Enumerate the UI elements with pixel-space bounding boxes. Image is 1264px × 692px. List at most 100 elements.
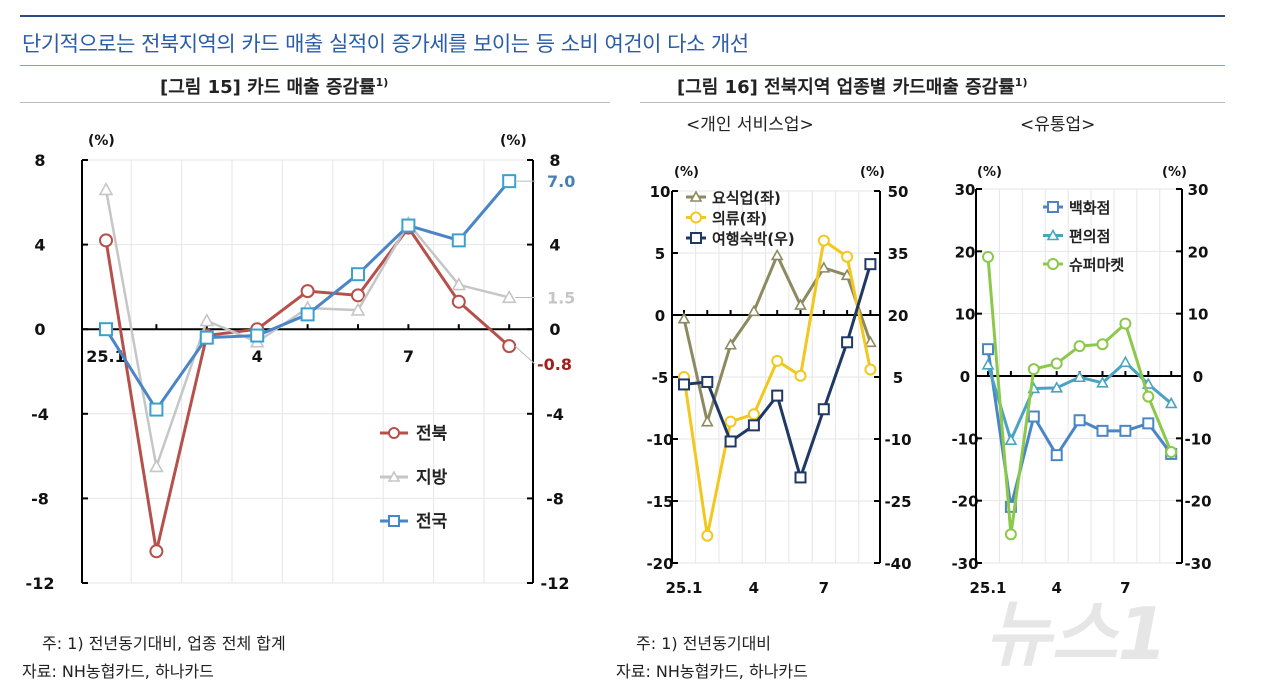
data-point-2 xyxy=(149,402,164,417)
legend-marker-2 xyxy=(388,515,400,527)
data-point-2 xyxy=(701,375,714,388)
data-point-1 xyxy=(724,415,737,428)
headline: 단기적으로는 전북지역의 카드 매출 실적이 증가세를 보이는 등 소비 여건이… xyxy=(22,32,749,56)
data-point-2 xyxy=(502,174,517,189)
y-unit-left: (%) xyxy=(88,133,115,149)
data-point-2 xyxy=(1119,317,1132,330)
y-tick-label-left: -12 xyxy=(26,574,55,593)
data-point-0 xyxy=(149,544,164,559)
y-tick-label-left: 0 xyxy=(960,368,970,386)
data-point-0 xyxy=(1119,424,1132,437)
y-unit-right: (%) xyxy=(860,165,885,180)
data-point-0 xyxy=(794,298,807,310)
end-label-leader xyxy=(514,345,536,365)
legend-marker-1 xyxy=(690,211,702,224)
data-point-1 xyxy=(1096,376,1109,388)
data-point-1 xyxy=(841,250,854,263)
source-left: 자료: NH농협카드, 하나카드 xyxy=(22,662,214,681)
y-tick-label-left: 0 xyxy=(34,320,45,339)
x-tick-label: 7 xyxy=(819,579,829,597)
y-tick-label-right: -4 xyxy=(546,405,564,424)
legend-marker-1 xyxy=(387,470,401,482)
data-point-1 xyxy=(794,369,807,382)
data-point-2 xyxy=(1050,357,1063,370)
y-tick-label-left: 20 xyxy=(955,243,976,261)
legend-label-2: 슈퍼마켓 xyxy=(1069,256,1124,274)
figure15-title: [그림 15] 카드 매출 증감률1) xyxy=(160,73,388,99)
y-tick-label-left: -5 xyxy=(652,369,669,387)
data-point-2 xyxy=(1142,390,1155,403)
data-point-2 xyxy=(351,267,365,282)
data-point-1 xyxy=(149,459,164,473)
legend-label-2: 여행숙박(우) xyxy=(712,230,795,248)
note-right: 주: 1) 전년동기대비 xyxy=(636,634,772,653)
legend-marker-0 xyxy=(388,427,400,439)
y-tick-label-left: -30 xyxy=(951,555,978,573)
x-tick-label: 25.1 xyxy=(665,579,702,597)
data-point-2 xyxy=(1004,528,1017,541)
data-point-0 xyxy=(982,343,994,356)
y-tick-label-right: 0 xyxy=(549,320,560,339)
data-point-0 xyxy=(817,261,831,273)
series-line-2 xyxy=(683,263,872,483)
y-tick-label-right: 35 xyxy=(888,245,909,263)
legend-marker-0 xyxy=(689,190,703,202)
x-tick-label: 4 xyxy=(252,347,263,366)
top-rule xyxy=(20,15,1225,17)
data-point-1 xyxy=(1004,433,1018,446)
panel-title-retail: <유통업> xyxy=(1020,115,1096,135)
y-tick-label-left: 8 xyxy=(34,151,45,170)
legend-label-0: 요식업(좌) xyxy=(712,189,781,207)
y-tick-label-right: 8 xyxy=(549,151,560,170)
y-tick-label-right: -40 xyxy=(884,555,911,573)
end-value-label: 1.5 xyxy=(547,288,575,307)
data-point-1 xyxy=(350,302,366,316)
news1-watermark-logo: 뉴스1 xyxy=(985,592,1168,676)
y-tick-label-right: -25 xyxy=(884,493,911,511)
x-tick-label: 7 xyxy=(1120,579,1130,597)
y-tick-label-right: 5 xyxy=(893,369,903,387)
data-point-0 xyxy=(502,339,517,354)
data-point-2 xyxy=(199,330,214,345)
data-point-1 xyxy=(199,313,215,327)
data-point-1 xyxy=(451,277,467,291)
data-point-2 xyxy=(99,322,113,337)
x-tick-label: 25.1 xyxy=(969,579,1006,597)
data-point-1 xyxy=(1073,370,1086,383)
data-point-0 xyxy=(1096,424,1109,437)
series-line-1 xyxy=(682,238,872,537)
y-tick-label-right: 0 xyxy=(1193,368,1203,386)
source-right: 자료: NH농협카드, 하나카드 xyxy=(616,662,808,681)
figure16-title-text: [그림 16] 전북지역 업종별 카드매출 증감률 xyxy=(677,77,1015,98)
y-tick-label-left: -4 xyxy=(31,405,49,424)
y-tick-label-left: 0 xyxy=(655,307,665,325)
data-point-2 xyxy=(747,419,760,432)
data-point-2 xyxy=(1027,363,1040,376)
y-unit-left: (%) xyxy=(674,165,699,180)
y-unit-right: (%) xyxy=(1162,165,1187,180)
figure15-title-text: [그림 15] 카드 매출 증감률 xyxy=(160,77,376,98)
data-point-0 xyxy=(1027,410,1040,423)
data-point-2 xyxy=(1165,446,1178,459)
data-point-0 xyxy=(351,288,365,303)
y-tick-label-left: 4 xyxy=(34,236,45,255)
data-point-0 xyxy=(1073,414,1086,427)
data-point-2 xyxy=(401,218,416,233)
data-point-2 xyxy=(724,435,737,448)
y-unit-left: (%) xyxy=(977,165,1002,180)
note-left: 주: 1) 전년동기대비, 업종 전체 합계 xyxy=(42,634,286,653)
data-point-2 xyxy=(864,258,877,271)
data-point-1 xyxy=(701,529,714,542)
data-point-2 xyxy=(841,336,854,349)
data-point-2 xyxy=(794,471,807,484)
y-tick-label-right: -10 xyxy=(884,431,911,449)
data-point-0 xyxy=(700,414,714,427)
data-point-1 xyxy=(747,408,760,421)
data-point-2 xyxy=(1073,340,1086,353)
data-point-1 xyxy=(771,354,784,367)
legend-marker-2 xyxy=(690,232,702,244)
figure16-title: [그림 16] 전북지역 업종별 카드매출 증감률1) xyxy=(677,73,1027,99)
y-tick-label-right: 20 xyxy=(888,307,909,325)
y-tick-label-left: -10 xyxy=(951,430,978,448)
figure15-rule xyxy=(20,102,610,103)
